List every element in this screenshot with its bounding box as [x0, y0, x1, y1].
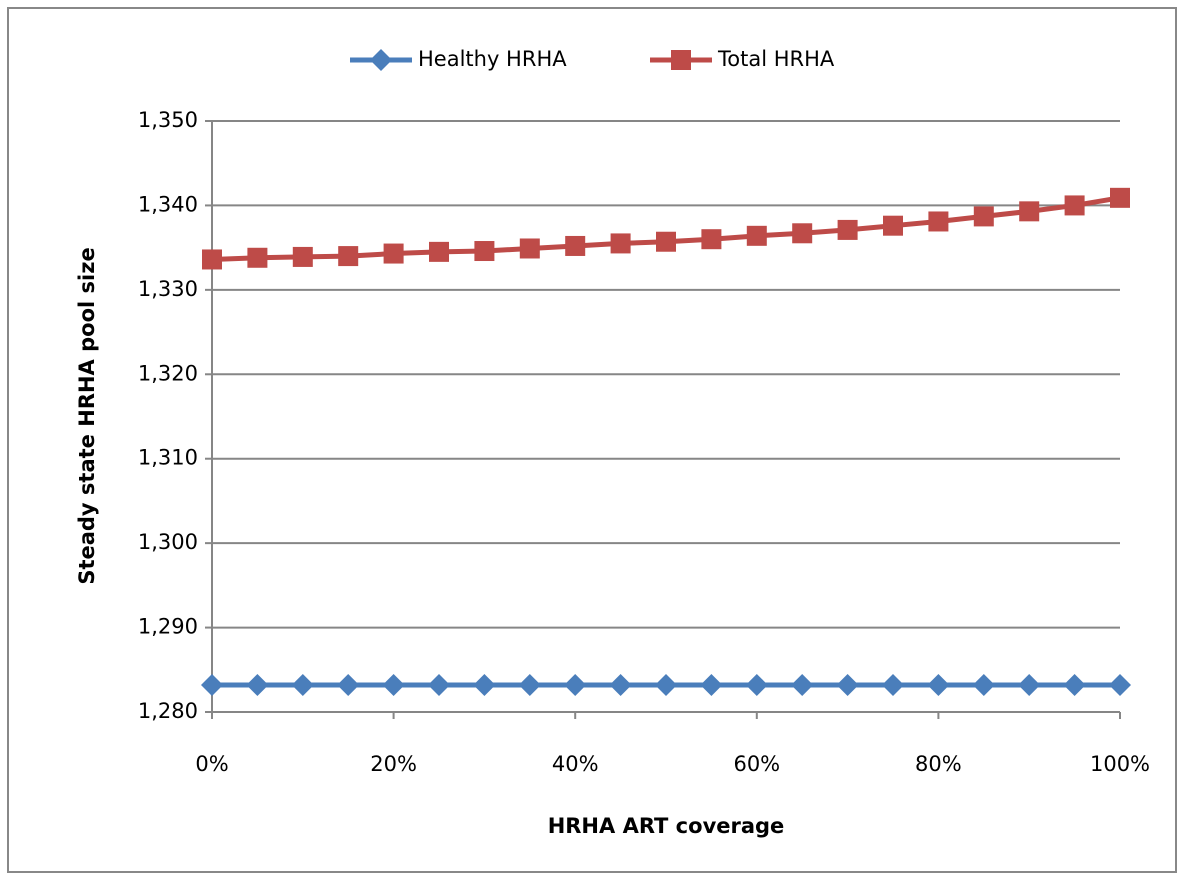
- data-point: [791, 673, 814, 696]
- legend-marker: [370, 49, 392, 71]
- data-point: [565, 235, 586, 256]
- x-tick-label: 20%: [370, 752, 417, 776]
- data-point: [700, 673, 723, 696]
- data-point: [927, 673, 950, 696]
- y-tick-label: 1,310: [138, 446, 198, 470]
- data-point: [882, 673, 904, 696]
- y-tick-label: 1,340: [138, 192, 198, 216]
- legend-label: Healthy HRHA: [418, 47, 567, 71]
- data-point: [519, 238, 540, 259]
- data-point: [474, 241, 495, 262]
- y-tick-label: 1,330: [138, 277, 198, 301]
- data-point: [656, 231, 676, 252]
- data-point: [655, 673, 677, 696]
- data-point: [382, 673, 405, 696]
- data-point: [429, 241, 449, 262]
- data-point: [701, 229, 722, 250]
- data-point: [1109, 673, 1131, 696]
- x-tick-label: 0%: [195, 752, 228, 776]
- data-point: [518, 673, 541, 696]
- y-tick-label: 1,300: [138, 530, 198, 554]
- x-tick-label: 40%: [552, 752, 599, 776]
- data-point: [473, 673, 496, 696]
- data-point: [383, 243, 404, 264]
- data-point: [1018, 673, 1041, 696]
- data-point: [973, 206, 994, 227]
- data-point: [883, 215, 903, 236]
- data-point: [836, 673, 859, 696]
- data-point: [1063, 673, 1086, 696]
- y-axis-title: Steady state HRHA pool size: [75, 247, 99, 584]
- data-point: [972, 673, 995, 696]
- legend-marker: [671, 50, 691, 70]
- x-axis-title: HRHA ART coverage: [548, 814, 785, 838]
- data-point: [609, 673, 632, 696]
- data-point: [1110, 187, 1130, 208]
- y-tick-label: 1,290: [138, 615, 198, 639]
- data-point: [246, 673, 269, 696]
- y-tick-label: 1,320: [138, 361, 198, 385]
- data-point: [247, 247, 268, 268]
- data-point: [337, 673, 360, 696]
- data-point: [745, 673, 768, 696]
- data-point: [292, 246, 313, 267]
- y-tick-label: 1,350: [138, 108, 198, 132]
- chart-frame: [7, 7, 1177, 873]
- data-point: [837, 219, 858, 240]
- data-point: [1019, 201, 1040, 222]
- x-tick-label: 80%: [915, 752, 962, 776]
- data-point: [746, 225, 767, 246]
- data-point: [291, 673, 314, 696]
- legend-label: Total HRHA: [717, 47, 835, 71]
- data-point: [428, 673, 450, 696]
- data-point: [792, 223, 813, 244]
- data-point: [338, 246, 359, 267]
- y-tick-label: 1,280: [138, 699, 198, 723]
- data-point: [610, 233, 631, 254]
- data-point: [202, 249, 222, 270]
- data-point: [201, 673, 223, 696]
- data-point: [1064, 195, 1085, 216]
- x-tick-label: 100%: [1090, 752, 1150, 776]
- data-point: [564, 673, 587, 696]
- x-tick-label: 60%: [733, 752, 780, 776]
- data-point: [928, 211, 949, 232]
